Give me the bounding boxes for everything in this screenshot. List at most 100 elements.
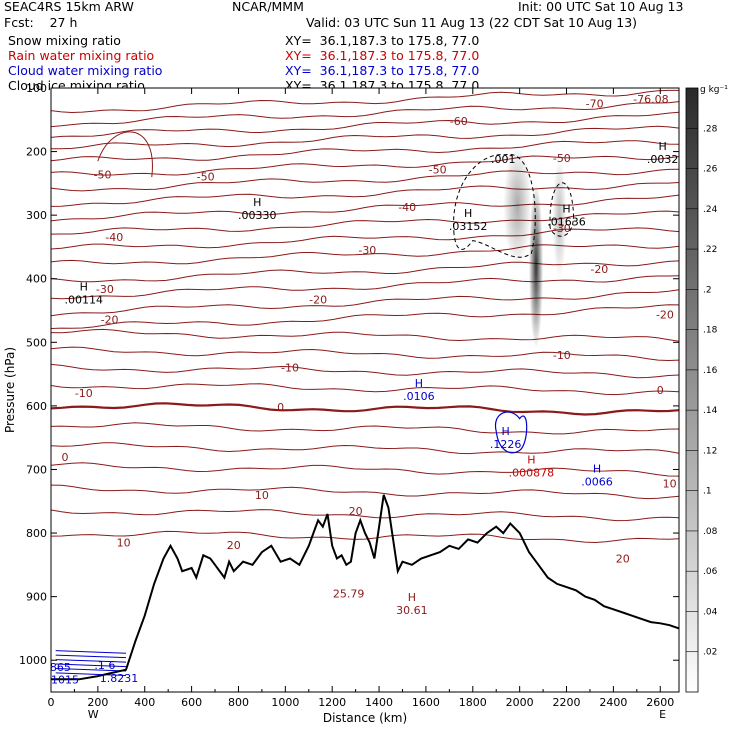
cloud-water-contour xyxy=(494,411,528,454)
colorbar-tick-label: .04 xyxy=(703,607,718,617)
colorbar-tick-label: .24 xyxy=(703,205,718,215)
y-tick-label: 700 xyxy=(26,463,47,476)
colorbar: g kg⁻¹ .02 .04 .06 .08 .1 .12 .14 .16 .18 .2 .22 .24… xyxy=(685,85,728,693)
isotherm-label: -50 xyxy=(553,152,571,165)
isotherm-line xyxy=(51,244,679,265)
isotherm-label: -30 xyxy=(358,244,376,257)
isotherm-label: 10 xyxy=(255,489,269,502)
isotherm-label: 0 xyxy=(62,451,69,464)
isotherm-line xyxy=(51,422,679,435)
field-xy-snow: XY= 36.1,187.3 to 175.8, 77.0 xyxy=(285,33,480,48)
colorbar-tick-label: .22 xyxy=(703,245,717,255)
extremum-value: 1015 xyxy=(51,674,79,687)
isotherm-label: -76.08 xyxy=(633,93,668,106)
y-tick-label: 300 xyxy=(26,209,47,222)
isotherm-label: -30 xyxy=(553,222,571,235)
isotherm-line xyxy=(51,484,679,500)
init-time: Init: 00 UTC Sat 10 Aug 13 xyxy=(518,0,684,14)
isotherm-line xyxy=(97,131,153,178)
y-tick-label: 600 xyxy=(26,400,47,413)
x-tick-label: 2600 xyxy=(646,696,674,709)
extremum-value: .00330 xyxy=(238,209,277,222)
field-label-cloud-water: Cloud water mixing ratio xyxy=(8,63,163,78)
extremum-marker: H xyxy=(464,207,472,220)
colorbar-tick-label: .26 xyxy=(703,165,718,175)
isotherm-label: 10 xyxy=(663,477,677,490)
x-tick-label: 200 xyxy=(87,696,108,709)
extremum-value: .0032 xyxy=(647,153,679,166)
x-tick-label: 2200 xyxy=(553,696,581,709)
extremum-marker: H xyxy=(562,202,570,215)
isotherm-line xyxy=(51,304,679,329)
isotherm-line xyxy=(51,194,679,222)
colorbar-tick-label: .06 xyxy=(703,567,718,577)
west-label: W xyxy=(88,708,99,721)
snow-shade xyxy=(503,145,532,267)
extremum-marker: H xyxy=(527,453,535,466)
field-label-rain: Rain water mixing ratio xyxy=(8,48,155,63)
isotherm-line xyxy=(51,182,679,207)
plot-area xyxy=(51,88,679,692)
temperature-contours xyxy=(51,89,679,544)
extremum-marker: H xyxy=(593,462,601,475)
y-tick-label: 400 xyxy=(26,273,47,286)
extremum-value: 25.79 xyxy=(333,587,365,600)
extremum-value: 1.8231 xyxy=(100,672,139,685)
snow-shade xyxy=(552,157,567,279)
field-xy-cloud-water: XY= 36.1,187.3 to 175.8, 77.0 xyxy=(285,63,480,78)
isotherm-line xyxy=(51,442,679,455)
isotherm-label: 20 xyxy=(227,539,241,552)
extremum-marker: H xyxy=(415,377,423,390)
model-title: SEAC4RS 15km ARW xyxy=(4,0,134,14)
plot-frame xyxy=(50,87,680,693)
snow-shading xyxy=(503,145,567,349)
isotherm-label: -10 xyxy=(75,387,93,400)
terrain-line xyxy=(51,494,679,681)
extremum-value: .000878 xyxy=(509,466,555,479)
isotherm-label: -70 xyxy=(586,97,604,110)
cloud-water-contour xyxy=(55,663,127,668)
east-label: E xyxy=(659,708,666,721)
y-tick-label: 800 xyxy=(26,527,47,540)
colorbar-bar xyxy=(685,87,699,693)
isotherm-line xyxy=(51,289,679,317)
extremum-marker: H xyxy=(253,196,261,209)
isotherm-line xyxy=(51,328,679,342)
extremum-value: .00114 xyxy=(65,294,104,307)
x-tick-label: 400 xyxy=(134,696,155,709)
isotherm-line xyxy=(51,168,679,192)
isotherm-line xyxy=(51,101,679,128)
isotherm-label: -20 xyxy=(590,263,608,276)
isotherm-line xyxy=(51,260,679,283)
isotherm-line xyxy=(51,227,679,250)
isotherm-line xyxy=(51,530,679,544)
isotherm-label: 0 xyxy=(277,401,284,414)
y-tick-label: 500 xyxy=(26,336,47,349)
isotherm-line xyxy=(51,210,679,235)
x-tick-label: 800 xyxy=(228,696,249,709)
extremum-value: .1226 xyxy=(490,438,522,451)
y-axis-title: Pressure (hPa) xyxy=(3,347,17,433)
x-tick-label: 1000 xyxy=(271,696,299,709)
extremum-value: .0106 xyxy=(403,390,435,403)
isotherm-label: -30 xyxy=(96,283,114,296)
cloud-ice-contour xyxy=(549,182,575,237)
cloud-water-contour xyxy=(55,659,127,663)
y-tick-label: 200 xyxy=(26,146,47,159)
isotherm-label: -50 xyxy=(429,163,447,176)
field-label-snow: Snow mixing ratio xyxy=(8,33,121,48)
colorbar-tick-label: .28 xyxy=(703,124,718,134)
isotherm-label: -60 xyxy=(450,115,468,128)
y-tick-label: 900 xyxy=(26,591,47,604)
x-tick-label: 2000 xyxy=(506,696,534,709)
isotherm-label: -20 xyxy=(309,294,327,307)
colorbar-tick-label: .1 xyxy=(703,487,712,497)
x-tick-label: 1400 xyxy=(365,696,393,709)
forecast-hour: Fcst: 27 h xyxy=(4,15,78,30)
extremum-value: 865 xyxy=(50,661,71,674)
isotherm-label: -20 xyxy=(656,308,674,321)
isotherm-line xyxy=(51,462,679,477)
x-tick-label: 2400 xyxy=(599,696,627,709)
colorbar-tick-label: .08 xyxy=(703,527,718,537)
